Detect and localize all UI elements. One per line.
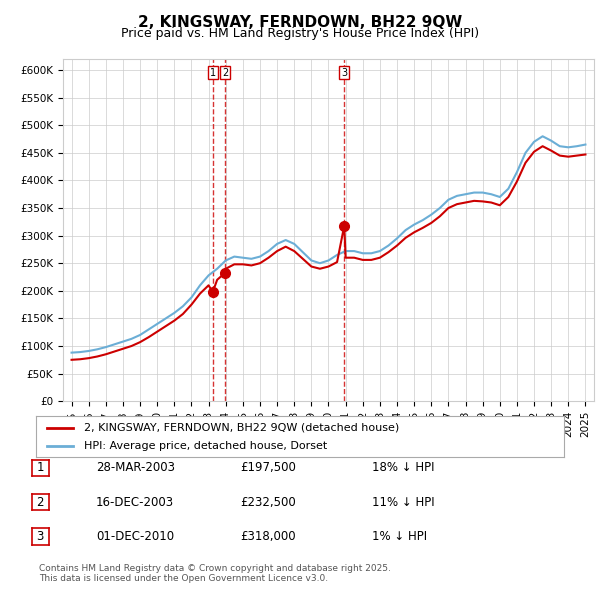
- Text: £232,500: £232,500: [240, 496, 296, 509]
- Text: 1% ↓ HPI: 1% ↓ HPI: [372, 530, 427, 543]
- Text: Contains HM Land Registry data © Crown copyright and database right 2025.
This d: Contains HM Land Registry data © Crown c…: [39, 563, 391, 583]
- Text: 1: 1: [37, 461, 44, 474]
- Text: 28-MAR-2003: 28-MAR-2003: [96, 461, 175, 474]
- Text: 18% ↓ HPI: 18% ↓ HPI: [372, 461, 434, 474]
- Text: 2: 2: [37, 496, 44, 509]
- Text: £197,500: £197,500: [240, 461, 296, 474]
- Text: HPI: Average price, detached house, Dorset: HPI: Average price, detached house, Dors…: [83, 441, 327, 451]
- Text: 2: 2: [222, 68, 228, 77]
- Text: 3: 3: [37, 530, 44, 543]
- Text: 2, KINGSWAY, FERNDOWN, BH22 9QW (detached house): 2, KINGSWAY, FERNDOWN, BH22 9QW (detache…: [83, 422, 399, 432]
- Text: 16-DEC-2003: 16-DEC-2003: [96, 496, 174, 509]
- Text: 1: 1: [209, 68, 216, 77]
- Text: Price paid vs. HM Land Registry's House Price Index (HPI): Price paid vs. HM Land Registry's House …: [121, 27, 479, 40]
- Text: 3: 3: [341, 68, 347, 77]
- Text: 2, KINGSWAY, FERNDOWN, BH22 9QW: 2, KINGSWAY, FERNDOWN, BH22 9QW: [138, 15, 462, 30]
- Text: £318,000: £318,000: [240, 530, 296, 543]
- Text: 01-DEC-2010: 01-DEC-2010: [96, 530, 174, 543]
- Text: 11% ↓ HPI: 11% ↓ HPI: [372, 496, 434, 509]
